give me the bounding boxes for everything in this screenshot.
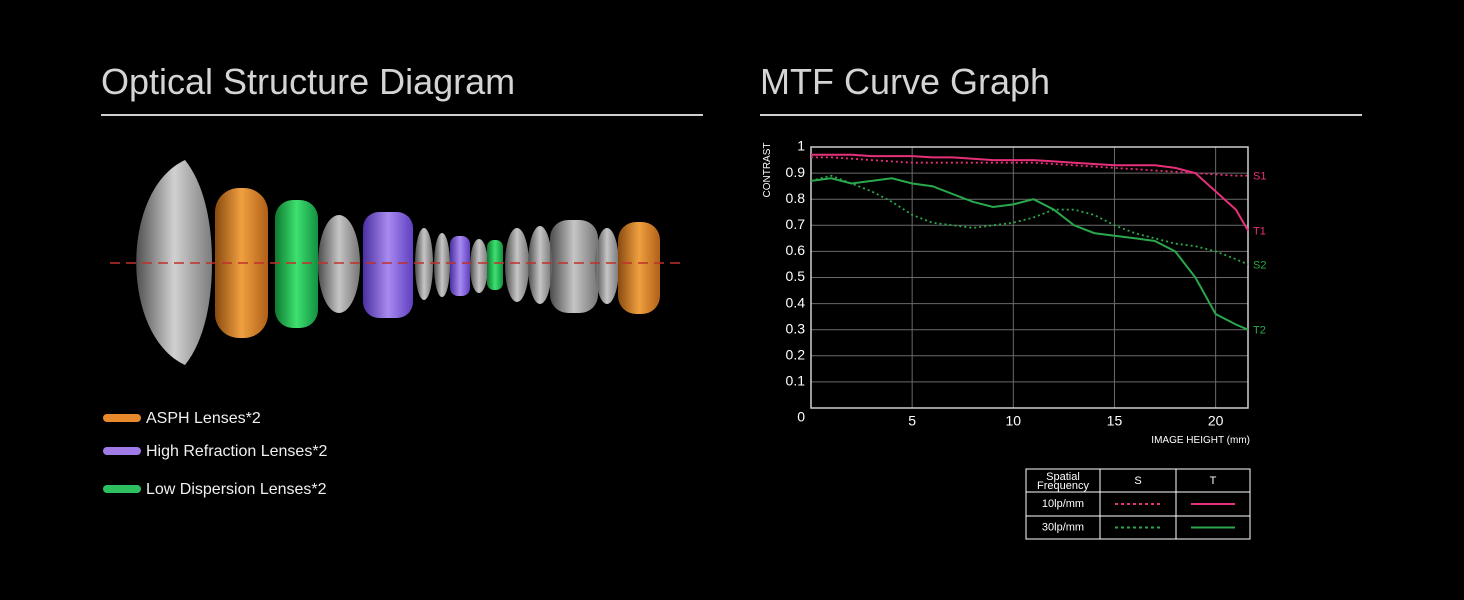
y-tick-label: 0.4 xyxy=(786,294,806,310)
y-tick-label: 0.6 xyxy=(786,242,806,258)
legend-label: High Refraction Lenses*2 xyxy=(146,443,328,460)
section-title: Optical Structure Diagram xyxy=(101,61,515,102)
lens xyxy=(318,215,360,313)
y-tick-label: 0.1 xyxy=(786,373,806,389)
legend-swatch xyxy=(103,485,141,493)
lens xyxy=(434,233,450,297)
series-line xyxy=(810,177,1249,331)
y-tick-label: 1 xyxy=(797,138,805,154)
chart-title: MTF Curve Graph xyxy=(760,61,1050,102)
lens xyxy=(505,228,529,302)
lens xyxy=(363,212,413,318)
y-tick-label: 0.2 xyxy=(786,347,806,363)
table-row-label: 10lp/mm xyxy=(1042,498,1084,510)
legend-label: ASPH Lenses*2 xyxy=(146,410,261,427)
series-label: T1 xyxy=(1253,226,1266,238)
series-label: T2 xyxy=(1253,325,1266,337)
lens xyxy=(415,228,433,300)
table-header: T xyxy=(1210,475,1217,487)
lens xyxy=(275,200,318,328)
series-line xyxy=(810,174,1249,266)
y-axis-label: CONTRAST xyxy=(762,143,773,198)
series-label: S2 xyxy=(1253,259,1266,271)
y-tick-label: 0.5 xyxy=(786,268,806,284)
legend-swatch xyxy=(103,447,141,455)
lens xyxy=(595,228,619,304)
plot-frame xyxy=(810,146,1249,409)
y-tick-label: 0.9 xyxy=(786,164,806,180)
legend: ASPH Lenses*2 High Refraction Lenses*2 Low… xyxy=(103,410,328,498)
x-tick-label: 15 xyxy=(1107,413,1123,429)
legend-table: Spatial Frequency S T 10lp/mm 30lp/mm xyxy=(1025,468,1251,540)
lens xyxy=(450,236,470,296)
legend-label: Low Dispersion Lenses*2 xyxy=(146,481,327,498)
series-line xyxy=(811,153,1249,232)
lens xyxy=(470,239,488,293)
lens-diagram xyxy=(110,160,680,365)
y-tick-label: 0.3 xyxy=(786,320,806,336)
y-tick-label: 0.8 xyxy=(786,190,806,206)
lens xyxy=(487,240,503,290)
x-axis-label: IMAGE HEIGHT (mm) xyxy=(1151,435,1250,446)
table-header: S xyxy=(1134,475,1141,487)
x-tick-label: 10 xyxy=(1006,413,1022,429)
plot: 00.10.20.30.40.50.60.70.80.915 10 15 20S1T1… xyxy=(786,138,1267,429)
table-frame xyxy=(1025,468,1251,540)
table-header: Spatial Frequency xyxy=(1037,471,1089,492)
y-tick-label: 0.7 xyxy=(786,216,806,232)
legend-swatch xyxy=(103,414,141,422)
series-label: S1 xyxy=(1253,171,1266,183)
x-tick-label: 5 xyxy=(908,413,916,429)
lens xyxy=(528,226,552,304)
x-tick-label: 20 xyxy=(1208,413,1224,429)
table-row-label: 30lp/mm xyxy=(1042,521,1084,533)
series-line xyxy=(811,156,1248,177)
lens xyxy=(618,222,660,314)
lens xyxy=(550,220,598,313)
y-tick-label: 0 xyxy=(797,409,805,425)
